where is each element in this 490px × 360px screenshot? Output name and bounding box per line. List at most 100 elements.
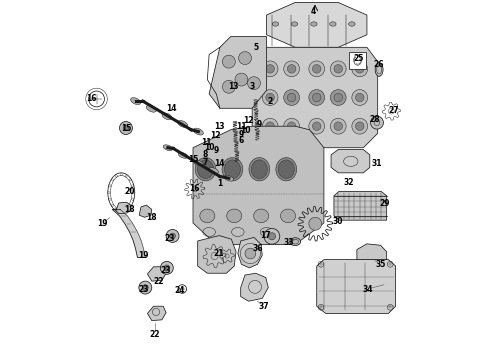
Ellipse shape: [251, 160, 268, 179]
Ellipse shape: [290, 238, 300, 246]
Text: 22: 22: [149, 330, 160, 339]
Circle shape: [287, 64, 296, 73]
Polygon shape: [334, 192, 387, 220]
Text: 35: 35: [375, 260, 386, 269]
Text: 23: 23: [160, 266, 171, 275]
Circle shape: [266, 93, 274, 102]
Ellipse shape: [195, 158, 216, 181]
Circle shape: [313, 122, 321, 131]
Polygon shape: [241, 273, 269, 301]
Ellipse shape: [194, 128, 203, 135]
Circle shape: [309, 217, 322, 230]
Circle shape: [264, 228, 280, 244]
Circle shape: [355, 93, 364, 102]
Circle shape: [262, 118, 278, 134]
Ellipse shape: [197, 160, 214, 179]
Ellipse shape: [311, 22, 317, 26]
Text: 30: 30: [332, 217, 343, 226]
Circle shape: [222, 80, 235, 93]
Ellipse shape: [227, 209, 242, 223]
Text: 23: 23: [138, 284, 148, 293]
Ellipse shape: [235, 141, 238, 143]
Ellipse shape: [249, 158, 270, 181]
Ellipse shape: [234, 131, 238, 133]
Text: 37: 37: [258, 302, 269, 311]
Circle shape: [334, 122, 343, 131]
Text: 15: 15: [188, 156, 198, 165]
Text: 5: 5: [253, 43, 258, 52]
Circle shape: [355, 64, 364, 73]
Ellipse shape: [235, 151, 239, 153]
Circle shape: [309, 61, 324, 77]
Circle shape: [287, 122, 296, 131]
Ellipse shape: [256, 133, 259, 134]
Text: 6: 6: [239, 136, 244, 145]
Text: 18: 18: [146, 213, 156, 222]
Circle shape: [222, 55, 235, 68]
Ellipse shape: [200, 209, 215, 223]
Ellipse shape: [254, 103, 257, 104]
Ellipse shape: [272, 22, 279, 26]
Circle shape: [269, 233, 275, 240]
Text: 2: 2: [268, 96, 273, 105]
Text: 34: 34: [363, 284, 373, 293]
Text: 11: 11: [201, 138, 212, 147]
Text: 22: 22: [153, 276, 164, 285]
Ellipse shape: [163, 145, 172, 150]
Circle shape: [313, 93, 321, 102]
Polygon shape: [112, 210, 146, 257]
Ellipse shape: [178, 121, 188, 127]
Text: 25: 25: [354, 54, 364, 63]
Text: 12: 12: [244, 116, 254, 125]
Polygon shape: [317, 260, 395, 314]
Text: 4: 4: [311, 7, 316, 16]
Text: 9: 9: [239, 130, 244, 139]
Text: 23: 23: [165, 234, 175, 243]
Polygon shape: [147, 306, 166, 320]
Text: 1: 1: [217, 179, 222, 188]
Circle shape: [120, 122, 132, 134]
Polygon shape: [331, 149, 370, 173]
Circle shape: [330, 118, 346, 134]
Text: 14: 14: [214, 159, 224, 168]
Text: 14: 14: [166, 104, 177, 113]
Text: 29: 29: [379, 199, 390, 208]
Text: 24: 24: [174, 286, 185, 295]
Text: 11: 11: [236, 122, 246, 131]
Circle shape: [330, 61, 346, 77]
Ellipse shape: [233, 121, 237, 123]
Ellipse shape: [278, 160, 294, 179]
Bar: [349, 51, 366, 69]
Ellipse shape: [222, 158, 243, 181]
Circle shape: [239, 51, 251, 64]
Text: 21: 21: [213, 249, 224, 258]
Ellipse shape: [162, 113, 172, 120]
Text: 26: 26: [373, 60, 384, 69]
Circle shape: [164, 265, 170, 271]
Circle shape: [370, 116, 383, 129]
Circle shape: [166, 229, 179, 242]
Ellipse shape: [234, 125, 236, 126]
Text: 28: 28: [369, 115, 380, 124]
Text: 19: 19: [97, 219, 107, 228]
Circle shape: [334, 93, 343, 102]
Text: 3: 3: [249, 82, 255, 91]
Polygon shape: [116, 202, 131, 214]
Circle shape: [266, 122, 274, 131]
Polygon shape: [147, 267, 166, 281]
Ellipse shape: [330, 22, 336, 26]
Ellipse shape: [178, 152, 188, 158]
Circle shape: [284, 61, 299, 77]
Circle shape: [170, 233, 175, 239]
Ellipse shape: [349, 22, 355, 26]
Circle shape: [160, 261, 173, 274]
Circle shape: [247, 77, 260, 90]
Ellipse shape: [291, 22, 298, 26]
Circle shape: [355, 122, 364, 131]
Polygon shape: [193, 126, 324, 244]
Polygon shape: [209, 37, 267, 108]
Text: 9: 9: [257, 120, 262, 129]
Circle shape: [330, 90, 346, 105]
Ellipse shape: [235, 145, 238, 146]
Text: 16: 16: [190, 184, 200, 193]
